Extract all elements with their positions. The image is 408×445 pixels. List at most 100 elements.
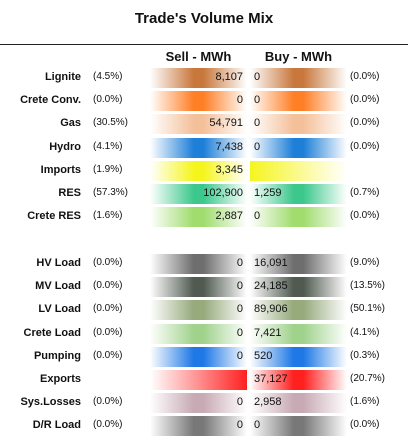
buy-cell: 7,421 — [250, 323, 347, 344]
buy-cell: 1,259 — [250, 184, 347, 204]
row-label: Hydro — [49, 140, 81, 153]
buy-share: (0.0%) — [350, 210, 380, 222]
buy-cell: 16,091 — [250, 254, 347, 274]
sell-value: 0 — [236, 349, 243, 362]
sell-share: (4.1%) — [93, 140, 123, 152]
sell-cell: 0 — [150, 416, 247, 437]
buy-value: 37,127 — [254, 373, 288, 385]
table-row: Exports 37,127 (20.7%) — [0, 370, 408, 390]
buy-value: 0 — [254, 210, 261, 223]
sell-cell — [150, 370, 247, 390]
row-label: HV Load — [36, 257, 81, 269]
buy-share: (9.0%) — [350, 257, 380, 268]
table-row: Hydro (4.1%) 7,438 0 (0.0%) — [0, 137, 408, 158]
buy-value: 0 — [254, 94, 261, 107]
header-rule — [0, 44, 408, 45]
sell-cell: 3,345 — [150, 160, 247, 181]
sell-cell: 0 — [150, 300, 247, 321]
sell-value: 0 — [236, 257, 243, 269]
buy-value: 7,421 — [254, 326, 282, 339]
buy-share: (13.5%) — [350, 280, 386, 292]
buy-cell: 24,185 — [250, 277, 347, 298]
sell-value: 0 — [236, 94, 243, 107]
chart-title: Trade's Volume Mix — [134, 10, 274, 27]
row-label: Crete Conv. — [20, 94, 81, 107]
sell-share: (1.6%) — [93, 210, 123, 222]
row-label: Pumping — [33, 349, 81, 362]
buy-cell: 0 — [250, 207, 347, 228]
buy-value: 89,906 — [254, 303, 288, 316]
table-row: LV Load (0.0%) 0 89,906 (50.1%) — [0, 300, 408, 321]
row-label: D/R Load — [32, 419, 81, 432]
sell-value: 0 — [236, 396, 243, 409]
buy-value: 16,091 — [254, 257, 288, 269]
sell-value: 3,345 — [215, 163, 243, 176]
sell-share: (0.0%) — [93, 396, 123, 408]
table-row: RES (57.3%) 102,900 1,259 (0.7%) — [0, 184, 408, 204]
buy-share: (20.7%) — [350, 373, 386, 384]
sell-value: 0 — [236, 419, 243, 432]
sell-cell: 2,887 — [150, 207, 247, 228]
buy-share: (0.7%) — [350, 187, 380, 198]
table-row: Pumping (0.0%) 0 520 (0.3%) — [0, 346, 408, 367]
buy-share: (50.1%) — [350, 303, 386, 315]
sell-share: (0.0%) — [93, 257, 123, 268]
buy-value: 0 — [254, 117, 261, 130]
table-row: D/R Load (0.0%) 0 0 (0.0%) — [0, 416, 408, 437]
sell-cell: 0 — [150, 91, 247, 112]
buy-share: (0.0%) — [350, 94, 380, 106]
table-row: Gas (30.5%) 54,791 0 (0.0%) — [0, 114, 408, 135]
sell-share: (0.0%) — [93, 419, 123, 431]
buy-share: (0.0%) — [350, 140, 380, 152]
buy-value: 2,958 — [254, 396, 282, 409]
buy-cell: 37,127 — [250, 370, 347, 390]
sell-share: (30.5%) — [93, 117, 129, 129]
buy-value: 0 — [254, 71, 261, 83]
buy-value: 1,259 — [254, 187, 282, 199]
sell-value: 7,438 — [215, 140, 243, 153]
buy-cell: 89,906 — [250, 300, 347, 321]
row-label: RES — [58, 187, 81, 199]
sell-cell: 8,107 — [150, 68, 247, 88]
sell-value: 0 — [236, 326, 243, 339]
buy-value: 0 — [254, 419, 261, 432]
buy-share: (0.3%) — [350, 349, 380, 361]
table-row: Crete Conv. (0.0%) 0 0 (0.0%) — [0, 91, 408, 112]
sell-cell: 0 — [150, 277, 247, 298]
sell-share: (1.9%) — [93, 163, 123, 175]
buy-value: 0 — [254, 140, 261, 153]
sell-share: (0.0%) — [93, 349, 123, 361]
sell-value: 8,107 — [215, 71, 243, 83]
sell-share: (0.0%) — [93, 326, 123, 338]
row-label: Crete RES — [27, 210, 81, 223]
row-label: MV Load — [35, 280, 81, 293]
table-row: Crete RES (1.6%) 2,887 0 (0.0%) — [0, 207, 408, 228]
buy-cell: 520 — [250, 346, 347, 367]
sell-share: (0.0%) — [93, 280, 123, 292]
row-label: Sys.Losses — [20, 396, 81, 409]
row-label: Exports — [40, 373, 81, 385]
buy-cell: 0 — [250, 68, 347, 88]
row-label: Imports — [40, 163, 81, 176]
sell-value: 54,791 — [209, 117, 243, 130]
sell-cell: 102,900 — [150, 184, 247, 204]
buy-value: 520 — [254, 349, 273, 362]
sell-value: 0 — [236, 280, 243, 293]
sell-cell: 7,438 — [150, 137, 247, 158]
buy-share: (0.0%) — [350, 71, 380, 82]
sell-cell: 0 — [150, 254, 247, 274]
sell-cell: 0 — [150, 346, 247, 367]
row-label: Lignite — [44, 71, 81, 83]
sell-cell: 54,791 — [150, 114, 247, 135]
sell-cell: 0 — [150, 323, 247, 344]
buy-share: (0.0%) — [350, 419, 380, 431]
sell-value: 102,900 — [203, 187, 243, 199]
sell-column-header: Sell - MWh — [165, 49, 232, 64]
buy-share: (1.6%) — [350, 396, 380, 408]
buy-cell — [250, 160, 347, 181]
buy-cell: 0 — [250, 91, 347, 112]
table-row: HV Load (0.0%) 0 16,091 (9.0%) — [0, 254, 408, 274]
table-row: MV Load (0.0%) 0 24,185 (13.5%) — [0, 277, 408, 298]
table-row: Lignite (4.5%) 8,107 0 (0.0%) — [0, 68, 408, 88]
buy-column-header: Buy - MWh — [264, 49, 333, 64]
